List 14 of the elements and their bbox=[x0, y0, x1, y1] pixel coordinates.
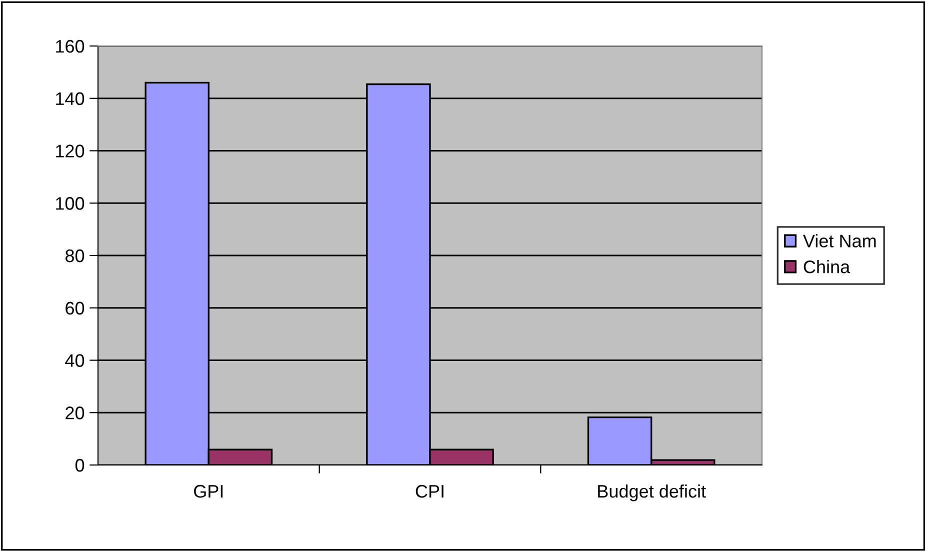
y-tick-label: 20 bbox=[66, 406, 84, 420]
y-tick-label: 0 bbox=[75, 458, 84, 472]
y-tick-label: 140 bbox=[56, 92, 84, 106]
y-tick-label: 160 bbox=[56, 40, 84, 53]
y-tick-label: 120 bbox=[56, 144, 84, 158]
y-tick-label: 40 bbox=[65, 354, 84, 367]
x-tick-label: GPI bbox=[194, 484, 223, 498]
legend-label: China bbox=[804, 260, 850, 274]
legend-label: Viet Nam bbox=[803, 234, 876, 248]
x-tick-label: Budget deficit bbox=[598, 484, 706, 502]
y-tick-label: 60 bbox=[66, 302, 84, 315]
y-tick-label: 80 bbox=[66, 249, 84, 262]
y-tick-label: 100 bbox=[56, 197, 84, 210]
x-tick-label: CPI bbox=[416, 484, 444, 498]
